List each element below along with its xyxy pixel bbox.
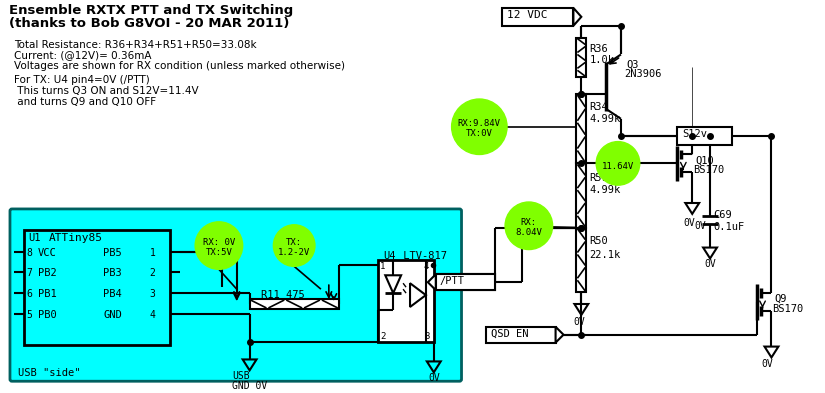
Text: U1: U1: [28, 233, 40, 243]
Text: R34: R34: [589, 102, 608, 112]
Text: USB: USB: [232, 371, 249, 381]
Text: /PTT: /PTT: [440, 276, 464, 286]
Text: 0.1uF: 0.1uF: [713, 222, 744, 232]
Polygon shape: [555, 327, 563, 343]
Polygon shape: [428, 274, 436, 290]
Text: VCC: VCC: [38, 248, 56, 257]
Text: PB1: PB1: [38, 289, 56, 299]
Text: 12 VDC: 12 VDC: [507, 10, 548, 20]
Text: 7: 7: [26, 268, 33, 278]
Text: 2: 2: [149, 268, 155, 278]
Text: TX:: TX:: [286, 238, 302, 247]
Text: RX:: RX:: [521, 218, 537, 227]
Bar: [577, 228, 587, 292]
Text: and turns Q9 and Q10 OFF: and turns Q9 and Q10 OFF: [14, 97, 156, 107]
Text: ATTiny85: ATTiny85: [49, 233, 102, 243]
Text: R51: R51: [589, 173, 608, 183]
Text: For TX: U4 pin4=0V (/PTT): For TX: U4 pin4=0V (/PTT): [14, 75, 149, 85]
Bar: [24, 230, 171, 345]
Text: 22.1k: 22.1k: [589, 250, 620, 259]
Text: 1: 1: [380, 263, 386, 272]
Text: GND 0V: GND 0V: [232, 381, 267, 391]
Bar: [486, 327, 555, 343]
Text: PB0: PB0: [38, 310, 56, 320]
Text: 11.64V: 11.64V: [602, 162, 634, 171]
Polygon shape: [410, 283, 426, 307]
Text: PB2: PB2: [38, 268, 56, 278]
Text: 0V: 0V: [694, 221, 706, 231]
Text: 6: 6: [26, 289, 33, 299]
Text: LTV-817: LTV-817: [397, 250, 447, 261]
Circle shape: [273, 225, 315, 266]
Text: PB3: PB3: [103, 268, 122, 278]
Text: 5: 5: [26, 310, 33, 320]
Text: USB "side": USB "side": [18, 368, 80, 378]
Text: Current: (@12V)= 0.36mA: Current: (@12V)= 0.36mA: [14, 51, 152, 61]
Text: Voltages are shown for RX condition (unless marked otherwise): Voltages are shown for RX condition (unl…: [14, 61, 345, 72]
Bar: [436, 274, 495, 290]
Text: R11 475: R11 475: [262, 290, 305, 300]
Text: 2: 2: [380, 332, 386, 341]
Text: 0V: 0V: [573, 317, 585, 327]
Text: 0V: 0V: [761, 360, 773, 369]
Text: 2N3906: 2N3906: [624, 69, 662, 79]
Bar: [250, 299, 339, 309]
Text: Q3: Q3: [626, 59, 639, 70]
Bar: [577, 38, 587, 77]
Polygon shape: [385, 275, 401, 293]
Text: TX:5V: TX:5V: [205, 248, 233, 257]
FancyBboxPatch shape: [10, 209, 461, 381]
Text: 3: 3: [149, 289, 155, 299]
Text: RX: 0V: RX: 0V: [203, 238, 235, 247]
Text: TX:0V: TX:0V: [466, 129, 493, 138]
Circle shape: [451, 99, 507, 154]
Text: 4.99k: 4.99k: [589, 114, 620, 124]
Polygon shape: [573, 8, 582, 26]
Bar: [577, 94, 587, 163]
Text: 0V: 0V: [429, 373, 441, 383]
Bar: [379, 261, 434, 342]
Text: 1.2-2V: 1.2-2V: [278, 248, 310, 257]
Text: 8: 8: [26, 248, 33, 257]
Text: BS170: BS170: [772, 304, 804, 314]
Text: This turns Q3 ON and S12V=11.4V: This turns Q3 ON and S12V=11.4V: [14, 86, 199, 96]
Text: R50: R50: [589, 236, 608, 246]
Text: QSD EN: QSD EN: [491, 329, 529, 339]
Text: 8.04V: 8.04V: [516, 228, 542, 237]
Text: 1.0k: 1.0k: [589, 55, 615, 66]
Bar: [502, 8, 573, 26]
Text: 0V: 0V: [683, 218, 695, 228]
Circle shape: [505, 202, 553, 250]
Text: 0V: 0V: [704, 259, 716, 270]
Text: 4.99k: 4.99k: [589, 185, 620, 195]
Text: Ensemble RXTX PTT and TX Switching: Ensemble RXTX PTT and TX Switching: [9, 4, 293, 17]
Bar: [436, 274, 495, 290]
Text: C69: C69: [713, 210, 732, 220]
Circle shape: [596, 141, 639, 185]
Circle shape: [196, 222, 243, 269]
Text: Q9: Q9: [775, 294, 787, 304]
Text: PB4: PB4: [103, 289, 122, 299]
Text: U4: U4: [384, 250, 396, 261]
Bar: [677, 127, 732, 145]
Text: (thanks to Bob G8VOI - 20 MAR 2011): (thanks to Bob G8VOI - 20 MAR 2011): [9, 17, 290, 30]
Text: BS170: BS170: [693, 165, 724, 175]
Text: Q10: Q10: [695, 156, 714, 165]
Text: 4: 4: [149, 310, 155, 320]
Text: 4: 4: [424, 263, 429, 272]
Text: S12v: S12v: [682, 129, 707, 139]
Text: RX:9.84V: RX:9.84V: [458, 119, 501, 128]
Text: 3: 3: [424, 332, 429, 341]
Bar: [577, 163, 587, 228]
Text: R36: R36: [589, 44, 608, 53]
Text: 1: 1: [149, 248, 155, 257]
Text: GND: GND: [103, 310, 122, 320]
Text: Total Resistance: R36+R34+R51+R50=33.08k: Total Resistance: R36+R34+R51+R50=33.08k: [14, 40, 257, 50]
Text: PB5: PB5: [103, 248, 122, 257]
